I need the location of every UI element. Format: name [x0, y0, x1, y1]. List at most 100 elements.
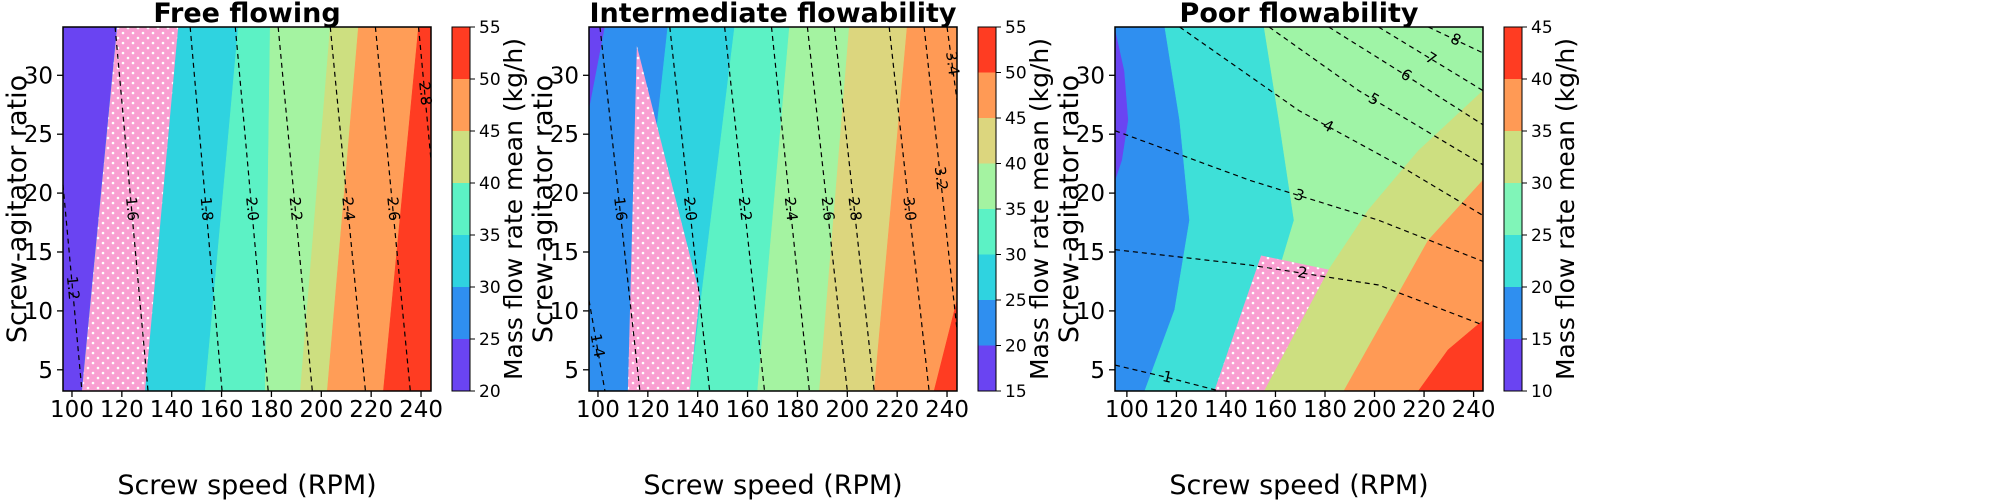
contour-label: 2.0 [242, 196, 262, 221]
x-tick-label: 100 [1105, 397, 1149, 423]
contour-label: 3.0 [899, 196, 919, 222]
chart-title: Poor flowability [1180, 0, 1419, 29]
y-tick-label: 30 [1076, 63, 1105, 89]
x-tick-label: 160 [1254, 397, 1298, 423]
contour-line [1328, 26, 1484, 126]
highlight-dots [81, 27, 179, 391]
colorbar-band [452, 339, 470, 391]
y-tick-label: 30 [24, 63, 53, 89]
colorbar-band [1504, 339, 1522, 391]
contour-line [1378, 26, 1484, 92]
contour-label: 1.6 [122, 196, 142, 221]
colorbar-tick-label: 30 [1531, 174, 1553, 194]
x-tick-label: 240 [399, 397, 443, 423]
colorbar-tick-label: 20 [1005, 337, 1027, 357]
contour-line [1268, 26, 1484, 166]
contour-line [946, 26, 958, 101]
contour-line [806, 26, 848, 392]
colorbar-tick-label: 50 [1005, 64, 1027, 84]
chart-title: Intermediate flowability [590, 0, 957, 29]
colorbar-tick-label: 50 [479, 70, 501, 90]
colorbar-band [1504, 235, 1522, 287]
contour-line [329, 26, 367, 392]
contour-line [62, 184, 83, 392]
x-tick-label: 200 [1353, 397, 1397, 423]
colorbar-tick-label: 40 [1005, 155, 1027, 175]
colorbar-band [978, 27, 996, 73]
colorbar-band [978, 72, 996, 118]
contour-label: 2.8 [845, 196, 865, 222]
y-tick-label: 20 [24, 181, 53, 207]
plot-frame [1114, 26, 1484, 392]
x-axis-label: Screw speed (RPM) [643, 470, 902, 501]
colorbar-band [978, 209, 996, 255]
colorbar-band [452, 287, 470, 339]
colorbar-band [978, 118, 996, 164]
colorbar-tick-label: 55 [1005, 18, 1027, 38]
contour-line [1114, 364, 1220, 392]
contour-line [888, 26, 930, 392]
contour-label: 3.2 [931, 165, 951, 191]
y-tick-label: 25 [24, 122, 53, 148]
y-tick-label: 10 [550, 299, 579, 325]
y-tick-label: 5 [564, 358, 579, 384]
y-tick-label: 30 [550, 63, 579, 89]
y-tick-label: 25 [550, 122, 579, 148]
colorbar-tick-label: 30 [479, 278, 501, 298]
x-tick-label: 220 [1402, 397, 1446, 423]
x-tick-label: 100 [50, 397, 94, 423]
contour-label: 2.4 [338, 196, 358, 221]
contour-line [833, 26, 875, 392]
colorbar-tick-label: 45 [479, 122, 501, 142]
plot-frame [588, 26, 958, 392]
contour-label: 2.0 [680, 196, 700, 222]
contour-line [669, 26, 711, 392]
contour-line [1114, 130, 1484, 262]
x-tick-label: 220 [875, 397, 919, 423]
y-tick-label: 20 [1076, 181, 1105, 207]
colorbar-band [978, 345, 996, 391]
colorbar-tick-label: 35 [1005, 200, 1027, 220]
highlight-dots [1214, 255, 1329, 391]
y-axis-label: Screw-agitator ratio [1054, 75, 1085, 343]
colorbar-band [1504, 183, 1522, 235]
x-tick-label: 140 [1204, 397, 1248, 423]
colorbar-tick-label: 25 [1531, 226, 1553, 246]
colorbar-band [1504, 131, 1522, 183]
colorbar-frame [1503, 26, 1523, 392]
colorbar-band [452, 131, 470, 183]
colorbar-band [1504, 79, 1522, 131]
colorbar-band [978, 254, 996, 300]
x-tick-label: 100 [576, 397, 620, 423]
x-tick-label: 140 [676, 397, 720, 423]
x-tick-label: 180 [775, 397, 819, 423]
contour-line [234, 26, 269, 392]
y-tick-label: 15 [550, 240, 579, 266]
contour-line [588, 300, 606, 392]
colorbar-label: Mass flow rate mean (kg/h) [1025, 38, 1054, 380]
x-tick-label: 220 [349, 397, 393, 423]
y-tick-label: 15 [1076, 240, 1105, 266]
colorbar-tick-label: 25 [479, 330, 501, 350]
contour-label: 2.2 [735, 196, 755, 222]
colorbar-tick-label: 10 [1531, 382, 1553, 402]
colorbar-tick-label: 35 [479, 226, 501, 246]
colorbar-tick-label: 30 [1005, 246, 1027, 266]
highlight-dots [627, 45, 700, 391]
contour-label: 1.4 [587, 332, 609, 359]
y-axis-label: Screw-agitator ratio [528, 75, 559, 343]
contour-label: 1.8 [197, 196, 217, 221]
contour-line [599, 26, 641, 392]
x-tick-label: 200 [299, 397, 343, 423]
colorbar-tick-label: 20 [479, 382, 501, 402]
contour-line [417, 26, 432, 161]
colorbar-band [452, 79, 470, 131]
x-tick-label: 160 [726, 397, 770, 423]
contour-label: 1.2 [63, 275, 83, 300]
colorbar-band [1504, 27, 1522, 79]
x-tick-label: 160 [200, 397, 244, 423]
x-tick-label: 180 [249, 397, 293, 423]
x-tick-label: 240 [925, 397, 969, 423]
